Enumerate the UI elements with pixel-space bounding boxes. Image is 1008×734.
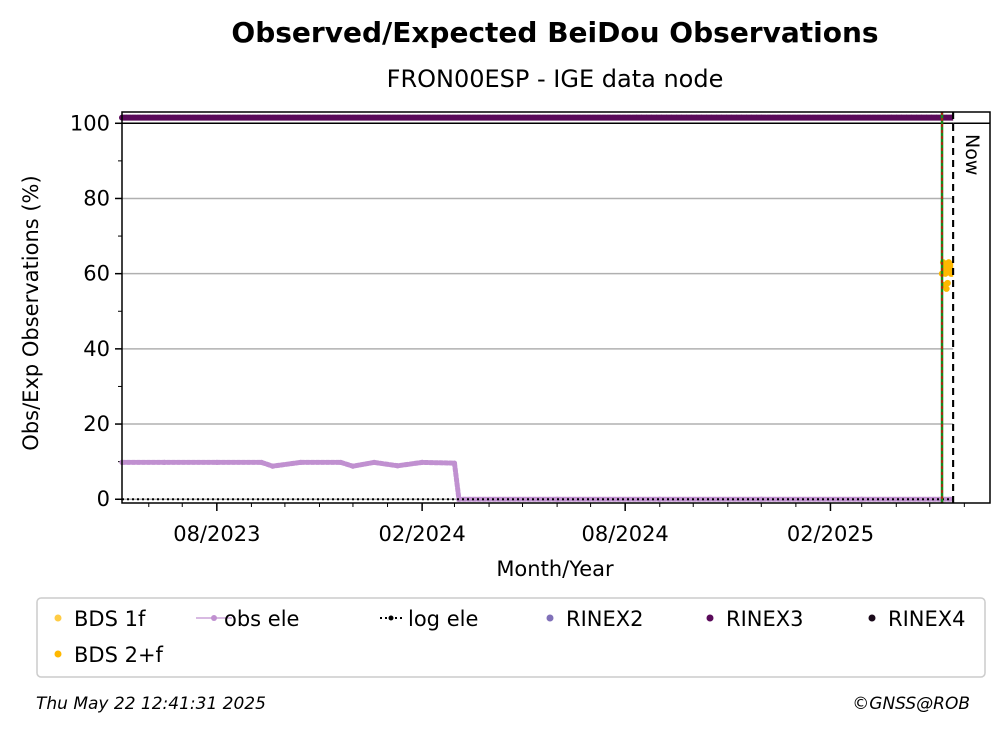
legend-swatch: [868, 614, 876, 622]
data-point-obs-ele: [451, 460, 458, 466]
legend-label: RINEX4: [888, 607, 966, 631]
data-point-obs-ele: [371, 459, 377, 465]
legend: BDS 1f obs ele log ele RINEX2 RINEX3 RINEX4 BD…: [36, 597, 986, 678]
y-tick-label: 60: [83, 262, 110, 286]
future-region: [953, 112, 990, 503]
data-point-obs-ele: [214, 459, 220, 465]
plot-area: 0 20 40 60 80 100 08/2023 02/2024 08/2024 02/2025…: [70, 111, 991, 546]
legend-label: log ele: [408, 607, 478, 631]
legend-swatch: [388, 615, 394, 621]
y-axis-label: Obs/Exp Observations (%): [19, 175, 43, 450]
legend-box: [36, 597, 986, 678]
data-point-obs-ele: [258, 459, 265, 465]
data-point-obs-ele: [419, 459, 425, 465]
data-point-obs-ele: [758, 496, 764, 502]
series-line-obs-ele: [122, 461, 954, 500]
y-tick-label: 100: [70, 111, 110, 135]
y-tick-label: 0: [97, 487, 110, 511]
data-point-bds-2f: [944, 279, 951, 287]
data-point-obs-ele: [297, 459, 304, 465]
chart-subtitle: FRON00ESP - IGE data node: [387, 65, 724, 93]
plot-frame: [121, 111, 991, 504]
footer-timestamp: Thu May 22 12:41:31 2025: [36, 694, 266, 714]
data-point-obs-ele: [394, 463, 401, 469]
data-point-obs-ele: [350, 463, 356, 469]
x-tick-label: 08/2023: [173, 522, 260, 546]
legend-label: obs ele: [224, 607, 299, 631]
legend-label: RINEX3: [726, 607, 804, 631]
x-tick-label: 02/2024: [378, 522, 465, 546]
y-tick-label: 80: [83, 186, 110, 210]
y-tick-label: 20: [83, 412, 110, 436]
data-point-bds-2f: [943, 285, 950, 292]
legend-label: BDS 2+f: [74, 643, 164, 667]
legend-label: RINEX2: [566, 607, 644, 631]
legend-swatch: [546, 614, 554, 622]
legend-swatch: [706, 614, 714, 622]
data-point-obs-ele: [859, 496, 865, 502]
legend-swatch: [211, 615, 217, 621]
data-point-obs-ele: [270, 463, 276, 469]
series-markers-obs-ele: [119, 459, 956, 502]
data-point-obs-ele: [161, 459, 167, 465]
legend-swatch: [54, 614, 62, 622]
x-tick-label: 08/2024: [582, 522, 669, 546]
x-tick-label: 02/2025: [787, 522, 874, 546]
footer-credit: ©GNSS@ROB: [852, 694, 970, 714]
data-point-obs-ele: [657, 496, 663, 502]
legend-swatch: [54, 650, 62, 658]
x-axis-label: Month/Year: [496, 557, 614, 581]
chart-title: Observed/Expected BeiDou Observations: [231, 16, 878, 49]
now-label: Now: [961, 134, 983, 175]
legend-label: BDS 1f: [74, 607, 146, 631]
y-tick-label: 40: [83, 337, 110, 361]
data-point-obs-ele: [338, 459, 344, 465]
